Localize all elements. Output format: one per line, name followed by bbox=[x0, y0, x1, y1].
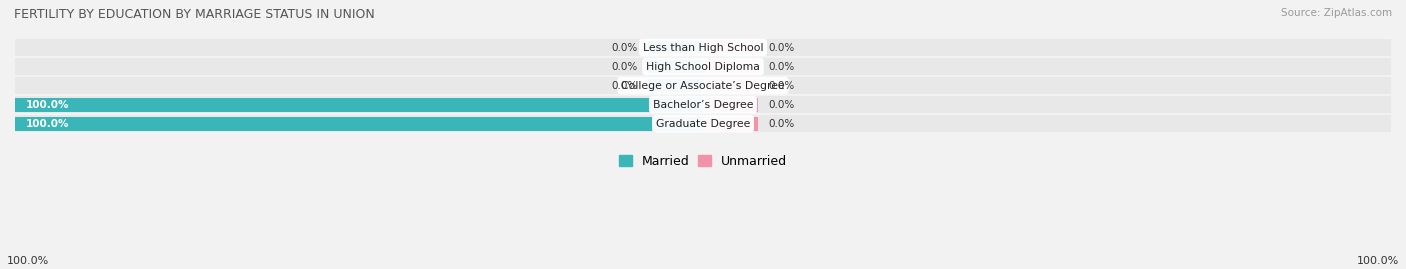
Text: 0.0%: 0.0% bbox=[768, 62, 794, 72]
Bar bbox=[15, 98, 703, 112]
Bar bbox=[648, 79, 703, 93]
Legend: Married, Unmarried: Married, Unmarried bbox=[614, 150, 792, 173]
Bar bbox=[15, 117, 703, 130]
Text: Source: ZipAtlas.com: Source: ZipAtlas.com bbox=[1281, 8, 1392, 18]
Bar bbox=[703, 98, 758, 112]
Text: FERTILITY BY EDUCATION BY MARRIAGE STATUS IN UNION: FERTILITY BY EDUCATION BY MARRIAGE STATU… bbox=[14, 8, 375, 21]
Bar bbox=[648, 60, 703, 73]
Bar bbox=[15, 115, 1391, 132]
Bar bbox=[15, 96, 1391, 113]
Bar bbox=[15, 58, 1391, 75]
Bar bbox=[703, 117, 758, 130]
Text: 0.0%: 0.0% bbox=[768, 43, 794, 52]
Text: Graduate Degree: Graduate Degree bbox=[655, 119, 751, 129]
Text: 100.0%: 100.0% bbox=[25, 100, 69, 110]
Text: High School Diploma: High School Diploma bbox=[647, 62, 759, 72]
Text: 0.0%: 0.0% bbox=[768, 100, 794, 110]
Text: 0.0%: 0.0% bbox=[768, 81, 794, 91]
Bar bbox=[648, 41, 703, 54]
Text: Less than High School: Less than High School bbox=[643, 43, 763, 52]
Text: 0.0%: 0.0% bbox=[612, 62, 638, 72]
Text: Bachelor’s Degree: Bachelor’s Degree bbox=[652, 100, 754, 110]
Text: 0.0%: 0.0% bbox=[612, 81, 638, 91]
Text: 0.0%: 0.0% bbox=[768, 119, 794, 129]
Text: 100.0%: 100.0% bbox=[25, 119, 69, 129]
Text: 100.0%: 100.0% bbox=[1357, 256, 1399, 266]
Bar bbox=[15, 39, 1391, 56]
Text: 100.0%: 100.0% bbox=[7, 256, 49, 266]
Text: College or Associate’s Degree: College or Associate’s Degree bbox=[621, 81, 785, 91]
Bar bbox=[703, 79, 758, 93]
Text: 0.0%: 0.0% bbox=[612, 43, 638, 52]
Bar bbox=[703, 41, 758, 54]
Bar bbox=[703, 60, 758, 73]
Bar bbox=[15, 77, 1391, 94]
